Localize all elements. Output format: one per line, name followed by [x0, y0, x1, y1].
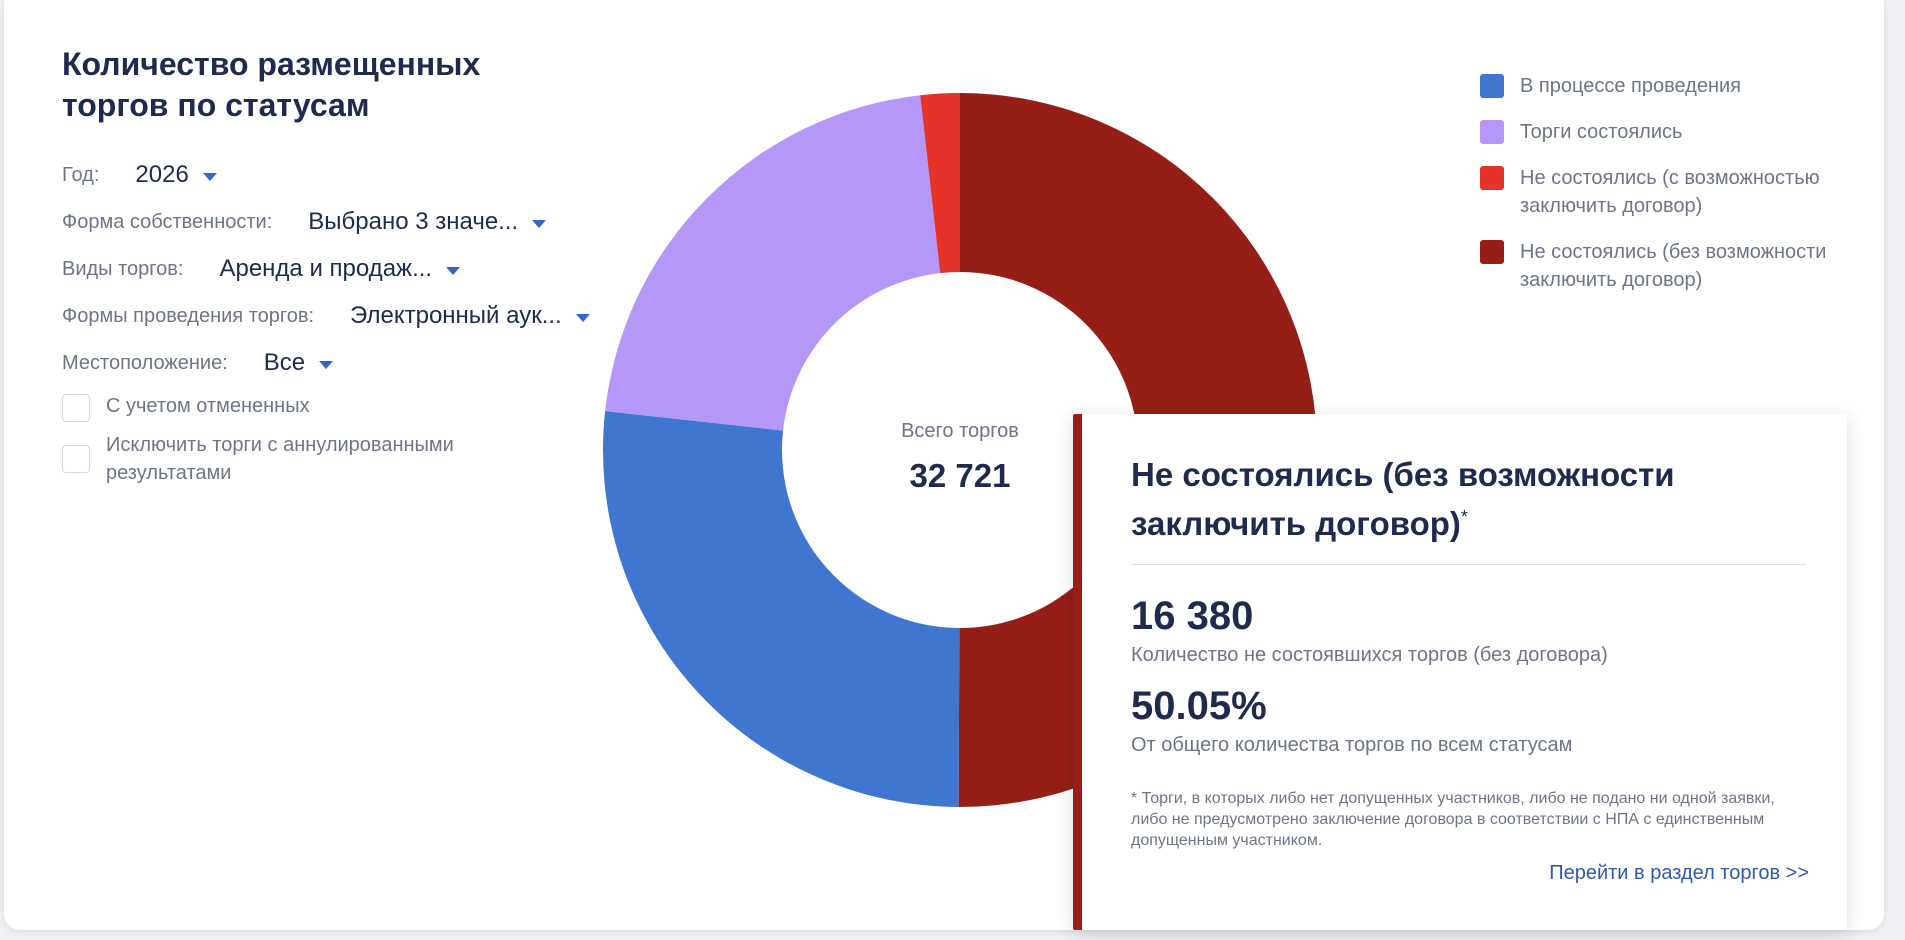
- legend: В процессе проведения Торги состоялись Н…: [1480, 72, 1880, 312]
- chevron-down-icon[interactable]: [532, 219, 547, 228]
- legend-item-in-progress[interactable]: В процессе проведения: [1480, 72, 1880, 100]
- filter-ownership-value[interactable]: Выбрано 3 значе...: [308, 208, 519, 235]
- legend-item-failed-with-contract[interactable]: Не состоялись (с возможностью заключить …: [1480, 164, 1880, 220]
- legend-item-failed-without-contract[interactable]: Не состоялись (без возможности заключить…: [1480, 238, 1880, 294]
- legend-label: В процессе проведения: [1520, 75, 1742, 97]
- tooltip-count-caption: Количество не состоявшихся торгов (без д…: [1131, 644, 1608, 666]
- chevron-down-icon[interactable]: [202, 172, 217, 181]
- checkbox-box[interactable]: [62, 445, 90, 473]
- filter-location-label: Местоположение:: [62, 351, 228, 374]
- legend-item-held[interactable]: Торги состоялись: [1480, 118, 1880, 146]
- filter-ownership[interactable]: Форма собственности: Выбрано 3 значе...: [62, 205, 547, 239]
- checkbox-box[interactable]: [62, 394, 90, 422]
- donut-slice-3[interactable]: [920, 93, 960, 274]
- donut-slice-2[interactable]: [605, 95, 941, 431]
- filter-year-label: Год:: [62, 163, 100, 186]
- filter-auction-form[interactable]: Формы проведения торгов: Электронный аук…: [62, 299, 590, 333]
- filter-auction-type-label: Виды торгов:: [62, 257, 184, 280]
- filter-ownership-label: Форма собственности:: [62, 210, 273, 233]
- filter-auction-type[interactable]: Виды торгов: Аренда и продаж...: [62, 252, 461, 286]
- checkbox-include-cancelled[interactable]: С учетом отмененных: [62, 392, 310, 422]
- legend-label: Не состоялись (с возможностью заключить …: [1520, 167, 1820, 217]
- donut-slice-1[interactable]: [603, 411, 960, 807]
- legend-swatch: [1480, 166, 1504, 190]
- chevron-down-icon[interactable]: [575, 313, 590, 322]
- legend-label: Не состоялись (без возможности заключить…: [1520, 241, 1827, 291]
- donut-center-value: 32 721: [909, 457, 1011, 494]
- tooltip-title: Не состоялись (без возможности заключить…: [1131, 454, 1811, 545]
- donut-center-label: Всего торгов: [901, 420, 1019, 442]
- tooltip-title-mark: *: [1460, 507, 1468, 527]
- filter-location[interactable]: Местоположение: Все: [62, 346, 334, 380]
- checkbox-exclude-annulled[interactable]: Исключить торги с аннулированными резуль…: [62, 431, 522, 487]
- legend-swatch: [1480, 120, 1504, 144]
- tooltip-percent-caption: От общего количества торгов по всем стат…: [1131, 734, 1573, 756]
- slice-tooltip: Не состоялись (без возможности заключить…: [1073, 414, 1847, 930]
- panel-title: Количество размещенных торгов по статуса…: [62, 46, 481, 123]
- filter-auction-type-value[interactable]: Аренда и продаж...: [219, 255, 433, 282]
- legend-label: Торги состоялись: [1520, 121, 1683, 143]
- filter-year[interactable]: Год: 2026: [62, 158, 217, 192]
- filter-auction-form-value[interactable]: Электронный аук...: [350, 302, 562, 329]
- tooltip-footnote: * Торги, в которых либо нет допущенных у…: [1131, 790, 1775, 849]
- chevron-down-icon[interactable]: [446, 266, 461, 275]
- checkbox-exclude-annulled-label: Исключить торги с аннулированными резуль…: [106, 434, 454, 484]
- chevron-down-icon[interactable]: [319, 360, 334, 369]
- tooltip-count: 16 380: [1131, 594, 1254, 638]
- tooltip-percent: 50.05%: [1131, 684, 1267, 728]
- checkbox-include-cancelled-label: С учетом отмененных: [106, 395, 310, 417]
- legend-swatch: [1480, 74, 1504, 98]
- go-to-auctions-link[interactable]: Перейти в раздел торгов >>: [1549, 862, 1809, 884]
- filter-location-value[interactable]: Все: [263, 349, 306, 376]
- filter-auction-form-label: Формы проведения торгов:: [62, 304, 315, 327]
- tooltip-title-text: Не состоялись (без возможности заключить…: [1131, 456, 1675, 542]
- legend-swatch: [1480, 240, 1504, 264]
- tooltip-divider: [1131, 564, 1806, 565]
- filter-year-value[interactable]: 2026: [135, 161, 189, 188]
